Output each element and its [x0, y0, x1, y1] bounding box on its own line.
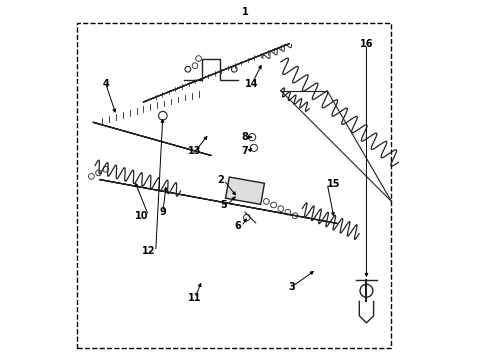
Text: 11: 11 [188, 293, 202, 303]
Polygon shape [143, 44, 290, 102]
Text: 2: 2 [217, 175, 223, 185]
Text: 3: 3 [288, 282, 295, 292]
Text: 9: 9 [159, 207, 166, 217]
Polygon shape [93, 122, 211, 156]
Polygon shape [225, 177, 265, 204]
Text: 10: 10 [135, 211, 148, 221]
Text: 14: 14 [245, 78, 259, 89]
Text: 5: 5 [220, 200, 227, 210]
Text: 1: 1 [242, 7, 248, 17]
Text: 7: 7 [242, 147, 248, 157]
Polygon shape [99, 180, 337, 224]
Text: 15: 15 [327, 179, 341, 189]
Text: 8: 8 [242, 132, 248, 142]
Text: 13: 13 [188, 147, 202, 157]
Text: 6: 6 [235, 221, 242, 231]
Text: 4: 4 [102, 78, 109, 89]
Text: 16: 16 [360, 39, 373, 49]
Text: 12: 12 [142, 247, 156, 256]
